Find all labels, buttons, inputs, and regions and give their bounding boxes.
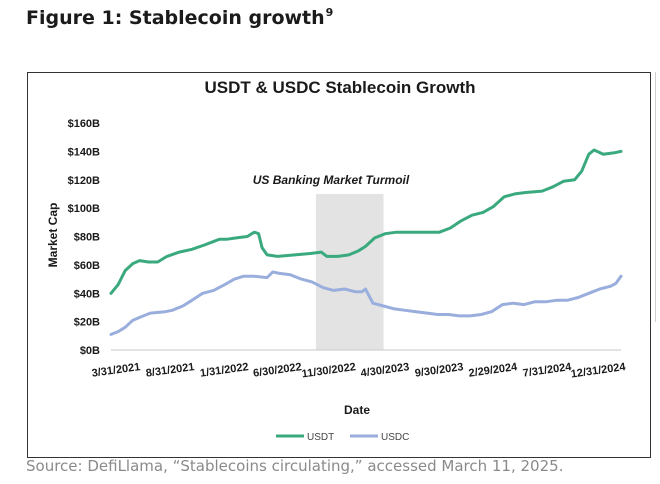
y-tick-label: $140B xyxy=(68,146,100,158)
y-axis-label: Market Cap xyxy=(46,203,60,268)
legend-label-usdc: USDC xyxy=(381,432,409,443)
chart-legend: USDT USDC xyxy=(276,432,409,443)
y-tick-label: $40B xyxy=(74,288,100,300)
x-tick-label: 4/30/2023 xyxy=(360,361,410,380)
y-tick-label: $80B xyxy=(74,232,100,244)
x-tick-label: 11/30/2022 xyxy=(301,361,357,380)
y-tick-label: $60B xyxy=(74,260,100,272)
turmoil-annotation-label: US Banking Market Turmoil xyxy=(253,173,410,187)
series-line-usdc xyxy=(109,270,623,336)
legend-label-usdt: USDT xyxy=(307,432,334,443)
adjacent-panel-edge xyxy=(655,72,660,322)
x-tick-label: 2/29/2024 xyxy=(468,361,519,380)
y-tick-label: $100B xyxy=(68,203,100,215)
chart-title: USDT & USDC Stablecoin Growth xyxy=(204,78,475,97)
series-line-usdt xyxy=(109,148,623,295)
x-tick-label: 9/30/2023 xyxy=(414,361,464,380)
y-tick-label: $120B xyxy=(68,175,100,187)
y-tick-label: $160B xyxy=(68,118,100,130)
x-tick-label: 3/31/2021 xyxy=(91,361,141,380)
x-tick-label: 8/31/2021 xyxy=(145,361,195,380)
x-tick-label: 7/31/2024 xyxy=(522,361,573,380)
x-tick-label: 6/30/2022 xyxy=(252,361,302,380)
x-tick-label: 1/31/2022 xyxy=(199,361,249,380)
y-tick-label: $20B xyxy=(74,317,100,329)
source-note: Source: DefiLlama, “Stablecoins circulat… xyxy=(26,457,564,475)
x-tick-label: 12/31/2024 xyxy=(570,361,627,381)
x-axis-label: Date xyxy=(344,403,370,417)
y-tick-label: $0B xyxy=(80,345,100,357)
turmoil-band xyxy=(315,193,384,350)
footnote-ref: 9 xyxy=(325,6,334,19)
figure-title-text: Figure 1: Stablecoin growth xyxy=(26,7,325,29)
figure-title: Figure 1: Stablecoin growth9 xyxy=(26,6,333,29)
